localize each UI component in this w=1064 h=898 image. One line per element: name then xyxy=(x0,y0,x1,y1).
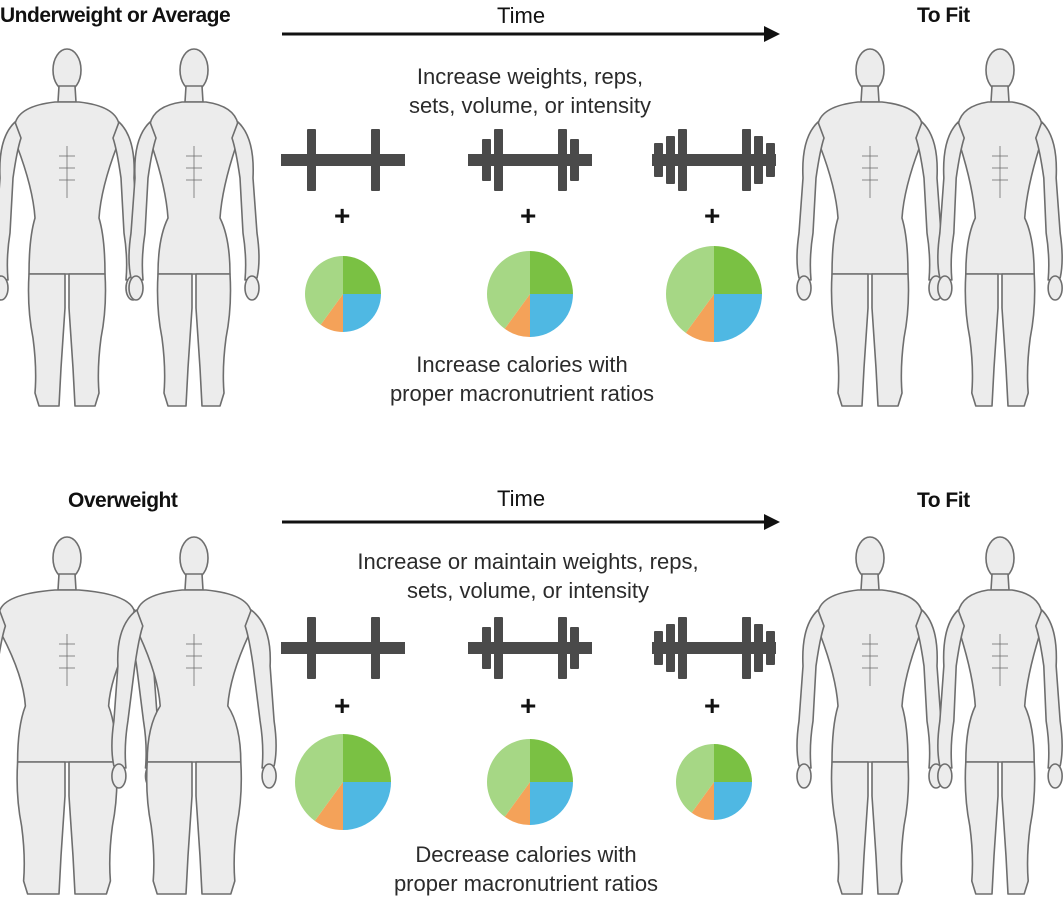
row2-plus-3: + xyxy=(704,690,721,721)
row1-barbell-3 xyxy=(652,129,776,191)
row2-diet-line2: proper macronutrient ratios xyxy=(393,871,659,896)
row1-plus-2: + xyxy=(520,200,537,231)
row2-macro-pie-1-slice-1 xyxy=(343,782,391,830)
row2-diet-line1: Decrease calories with xyxy=(415,842,637,867)
row1-end-label: To Fit xyxy=(917,4,970,27)
row1-exercise-text: Increase weights, reps, sets, volume, or… xyxy=(330,62,730,120)
row1-macro-pie-3-slice-0 xyxy=(714,246,762,294)
row2-macro-pie-2-slice-0 xyxy=(530,739,573,782)
row1-start-label: Underweight or Average xyxy=(0,4,231,27)
row2-time-arrow xyxy=(282,514,780,530)
row1-diet-line1: Increase calories with xyxy=(416,352,628,377)
row2-macro-pie-1 xyxy=(294,734,391,830)
row2-macro-pie-1-slice-3 xyxy=(294,734,343,821)
row1-diet-line2: proper macronutrient ratios xyxy=(389,381,655,406)
row2-macro-pie-3-slice-1 xyxy=(714,782,752,820)
row1-macro-pie-1-slice-1 xyxy=(343,294,381,332)
row1-macro-pie-2-slice-3 xyxy=(487,251,530,329)
row1-macro-pie-3-slice-2 xyxy=(685,294,714,342)
row2-plus-1: + xyxy=(334,690,351,721)
row2-exercise-line2: sets, volume, or intensity xyxy=(406,578,650,603)
row1-macro-pie-2-slice-2 xyxy=(504,294,530,337)
row2-start-label: Overweight xyxy=(68,489,178,512)
row2-macro-pie-3-slice-2 xyxy=(691,782,714,820)
row2-start-male-figure xyxy=(0,536,161,895)
row1-start-male-figure xyxy=(0,48,141,407)
row2-fit-female-figure xyxy=(937,536,1063,895)
row1-macro-pie-1-slice-2 xyxy=(320,294,343,332)
row1-barbell-2 xyxy=(468,129,592,191)
row1-fit-male-figure xyxy=(796,48,944,407)
row2-macro-pie-1-slice-2 xyxy=(314,782,343,830)
row1-plus-3: + xyxy=(704,200,721,231)
row1-macro-pie-2-slice-1 xyxy=(530,294,573,337)
row2-macro-pie-3 xyxy=(676,744,752,820)
row2-diet-text: Decrease calories with proper macronutri… xyxy=(326,840,726,898)
row2-exercise-line1: Increase or maintain weights, reps, xyxy=(357,549,699,574)
row1-macro-pie-2-slice-0 xyxy=(530,251,573,294)
row1-exercise-line2: sets, volume, or intensity xyxy=(408,93,652,118)
row2-barbell-2 xyxy=(468,617,592,679)
row2-macro-pie-2-slice-2 xyxy=(504,782,530,825)
row2-start-female-figure xyxy=(111,536,277,895)
row2-macro-pie-3-slice-0 xyxy=(714,744,752,782)
row1-macro-pie-2 xyxy=(487,251,573,337)
row2-fit-male-figure xyxy=(796,536,944,895)
row1-barbell-1 xyxy=(281,129,405,191)
row1-macro-pie-1-slice-0 xyxy=(343,256,381,294)
row1-macro-pie-3-slice-1 xyxy=(714,294,762,342)
row1-macro-pie-3 xyxy=(666,246,762,342)
row2-time-label: Time xyxy=(497,486,546,511)
row1-fit-female-figure xyxy=(937,48,1063,407)
row2-macro-pie-2-slice-3 xyxy=(486,739,530,817)
row2-barbell-1 xyxy=(281,617,405,679)
row1-macro-pie-3-slice-3 xyxy=(666,246,714,333)
row1-time-label: Time xyxy=(497,3,546,28)
row1-time-arrow xyxy=(282,26,780,42)
row2-plus-2: + xyxy=(520,690,537,721)
row1-plus-1: + xyxy=(334,200,351,231)
row2-macro-pie-3-slice-3 xyxy=(676,744,714,813)
row1-exercise-line1: Increase weights, reps, xyxy=(416,64,644,89)
row1-macro-pie-1-slice-3 xyxy=(304,256,343,325)
row1-macro-pie-1 xyxy=(304,256,381,332)
row1-diet-text: Increase calories with proper macronutri… xyxy=(322,350,722,408)
row2-macro-pie-1-slice-0 xyxy=(343,734,391,782)
row1-start-female-figure xyxy=(128,48,260,407)
row2-macro-pie-2 xyxy=(486,739,573,825)
row2-end-label: To Fit xyxy=(917,489,970,512)
row2-barbell-3 xyxy=(652,617,776,679)
row2-exercise-text: Increase or maintain weights, reps, sets… xyxy=(298,547,758,605)
row2-macro-pie-2-slice-1 xyxy=(530,782,573,825)
